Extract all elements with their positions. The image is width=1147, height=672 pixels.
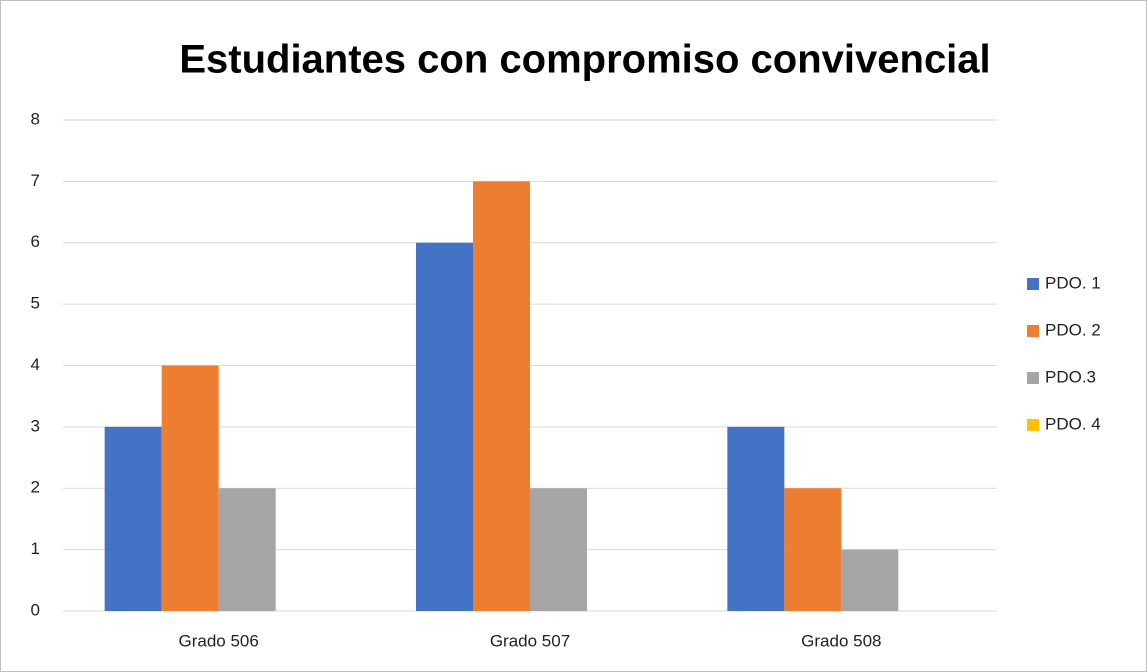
chart-title: Estudiantes con compromiso convivencial [179,38,990,82]
y-tick-label: 0 [31,600,40,619]
y-tick-label: 3 [31,416,40,435]
bar [416,242,473,611]
legend-label: PDO. 2 [1045,320,1101,339]
legend-label: PDO. 4 [1045,414,1101,433]
y-tick-label: 1 [31,539,40,558]
bar [727,426,785,611]
y-tick-label: 4 [31,355,40,374]
y-tick-label: 8 [31,109,40,128]
legend-swatch [1027,372,1039,384]
y-tick-label: 6 [31,232,40,251]
bar [161,365,219,611]
x-tick-label: Grado 508 [801,631,881,650]
y-tick-label: 5 [31,294,40,313]
bar [473,181,530,611]
x-tick-label: Grado 507 [490,631,570,650]
legend-label: PDO. 1 [1045,273,1101,292]
legend-label: PDO.3 [1045,367,1096,386]
bar [218,488,276,611]
legend-swatch [1027,419,1039,431]
bar [784,488,842,611]
bar [530,488,587,611]
y-tick-label: 7 [31,171,40,190]
y-tick-label: 2 [31,478,40,497]
bar [841,549,899,611]
x-tick-label: Grado 506 [178,631,258,650]
legend-swatch [1027,278,1039,290]
legend-swatch [1027,325,1039,337]
bar [104,426,162,611]
